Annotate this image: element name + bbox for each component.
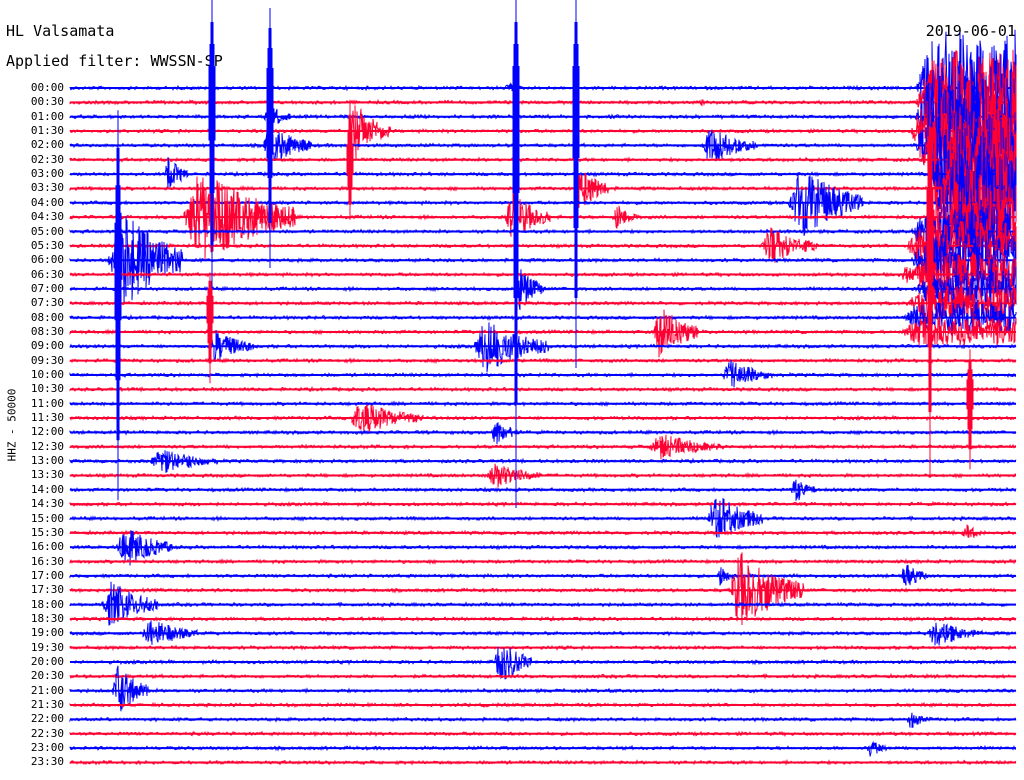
time-label: 23:00 bbox=[30, 741, 64, 755]
time-label: 05:00 bbox=[30, 224, 64, 238]
time-label: 22:30 bbox=[30, 726, 64, 740]
time-label: 19:30 bbox=[30, 640, 64, 654]
time-axis: 00:00 00:30 01:00 01:30 02:00 02:30 03:00 03:30… bbox=[0, 0, 64, 780]
time-label: 15:00 bbox=[30, 511, 64, 525]
time-label: 07:30 bbox=[30, 296, 64, 310]
time-label: 08:30 bbox=[30, 324, 64, 338]
time-label: 19:00 bbox=[30, 626, 64, 640]
time-label: 04:00 bbox=[30, 195, 64, 209]
station-name: HL Valsamata bbox=[6, 22, 115, 40]
time-label: 01:00 bbox=[30, 109, 64, 123]
trace-line bbox=[69, 404, 1017, 435]
time-label: 21:30 bbox=[30, 698, 64, 712]
time-label: 14:00 bbox=[30, 482, 64, 496]
time-label: 17:30 bbox=[30, 583, 64, 597]
time-label: 20:00 bbox=[30, 655, 64, 668]
filter-label: Applied filter: WWSSN-SP bbox=[6, 52, 223, 70]
record-date: 2019-06-01 bbox=[925, 22, 1016, 40]
time-label: 00:00 bbox=[30, 81, 64, 94]
time-label: 11:00 bbox=[30, 396, 64, 410]
time-label: 18:30 bbox=[30, 611, 64, 625]
trace-line bbox=[69, 359, 1016, 388]
time-label: 13:00 bbox=[30, 454, 64, 468]
time-label: 11:30 bbox=[30, 411, 64, 425]
time-label: 07:00 bbox=[30, 281, 64, 295]
trace-line bbox=[69, 524, 1017, 538]
time-label: 16:30 bbox=[30, 554, 64, 568]
time-label: 14:30 bbox=[30, 497, 64, 511]
time-label: 08:00 bbox=[30, 310, 64, 324]
time-label: 16:00 bbox=[30, 540, 64, 554]
trace-line bbox=[69, 29, 1017, 146]
time-label: 17:00 bbox=[30, 568, 64, 582]
time-label: 02:30 bbox=[30, 152, 64, 166]
time-label: 12:00 bbox=[30, 425, 64, 439]
time-label: 06:00 bbox=[30, 253, 64, 267]
time-label: 12:30 bbox=[30, 439, 64, 453]
time-label: 15:30 bbox=[30, 525, 64, 539]
trace-line bbox=[69, 176, 1017, 261]
time-label: 09:00 bbox=[30, 339, 64, 353]
time-label: 20:30 bbox=[30, 669, 64, 683]
time-label: 21:00 bbox=[30, 683, 64, 697]
time-label: 03:30 bbox=[30, 181, 64, 195]
time-label: 03:00 bbox=[30, 167, 64, 181]
time-label: 10:30 bbox=[30, 382, 64, 396]
time-label: 18:00 bbox=[30, 597, 64, 611]
time-label: 02:00 bbox=[30, 138, 64, 152]
time-label: 23:30 bbox=[30, 755, 64, 769]
trace-line bbox=[69, 646, 1017, 680]
trace-line bbox=[69, 740, 1017, 757]
time-label: 00:30 bbox=[30, 95, 64, 109]
time-label: 10:00 bbox=[30, 368, 64, 381]
time-label: 09:30 bbox=[30, 353, 64, 367]
time-label: 05:30 bbox=[30, 238, 64, 252]
time-label: 13:30 bbox=[30, 468, 64, 482]
time-label: 04:30 bbox=[30, 210, 64, 224]
time-label: 22:00 bbox=[30, 712, 64, 726]
time-label: 01:30 bbox=[30, 124, 64, 138]
time-label: 06:30 bbox=[30, 267, 64, 281]
